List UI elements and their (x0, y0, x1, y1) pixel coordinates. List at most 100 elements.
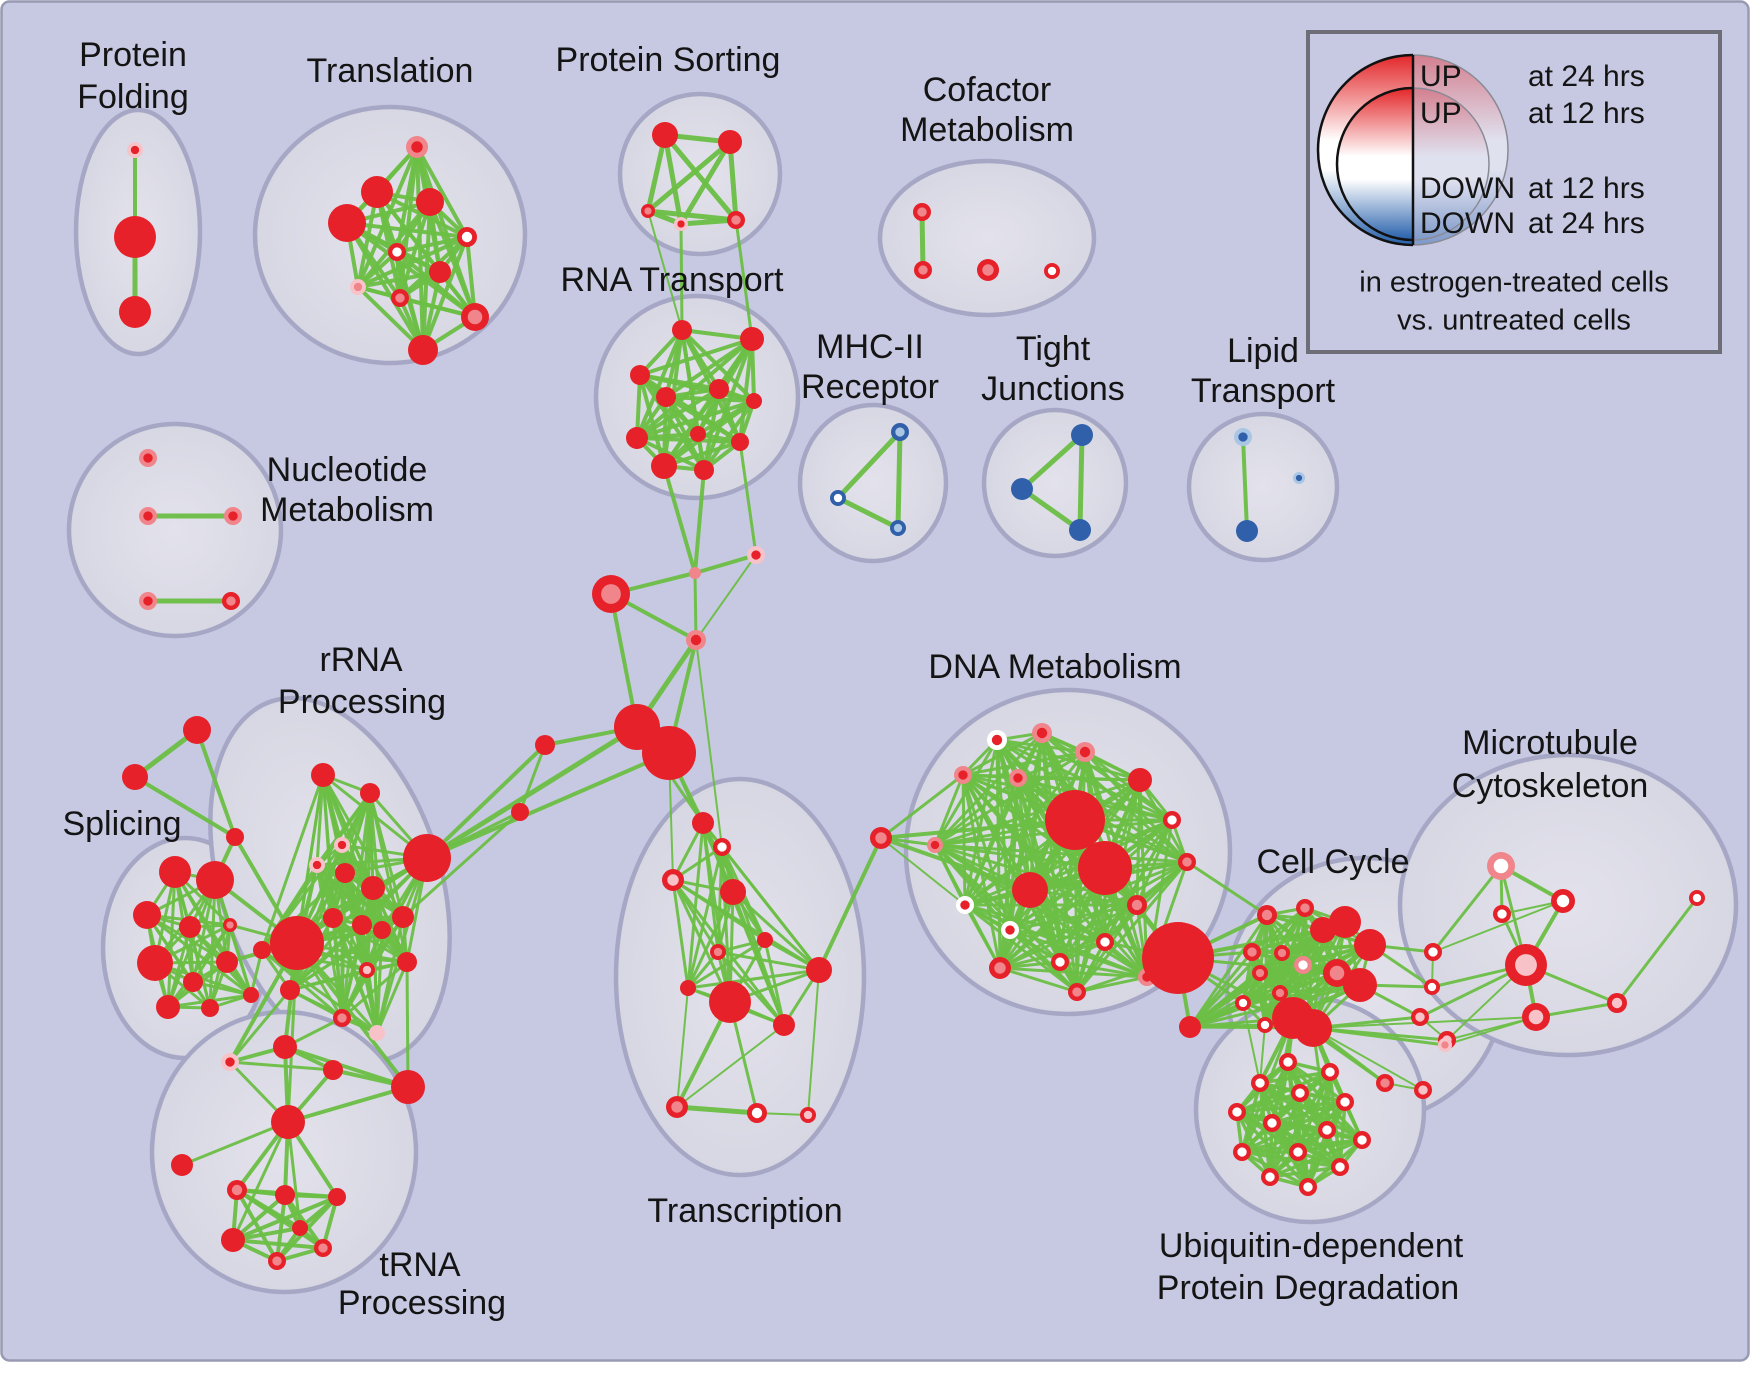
label-trna-processing: Processing (338, 1284, 506, 1322)
node-red (652, 122, 678, 148)
node-red (156, 995, 180, 1019)
edge (1019, 486, 1083, 533)
node-red (651, 453, 677, 479)
edge (365, 968, 379, 1035)
label-ubiquitin-degradation: Protein Degradation (1157, 1269, 1459, 1307)
node-core-white (1232, 1107, 1242, 1117)
node-core-white (1325, 1067, 1335, 1077)
edge (662, 132, 684, 227)
cluster-labels: Protein Folding Translation Protein Sorting… (62, 36, 1648, 1322)
node-blue (1069, 519, 1091, 541)
node-core-white (1493, 858, 1509, 874)
node-red (137, 945, 173, 981)
edge (1016, 776, 1142, 782)
node-core-pink (1261, 909, 1273, 921)
edge (356, 145, 419, 289)
node-core-white (1692, 893, 1702, 903)
edge (961, 731, 1044, 777)
node-red (642, 726, 696, 780)
edge (1008, 903, 1139, 932)
label-mhc-ii-receptor: Receptor (801, 368, 939, 406)
node-red (1012, 872, 1048, 908)
edge (695, 554, 757, 641)
node-red (1045, 790, 1105, 850)
node-core-red (143, 511, 153, 521)
label-tight-junctions: Junctions (981, 370, 1125, 408)
edge (231, 1120, 290, 1242)
node-red (692, 812, 714, 834)
node-core-pink (918, 265, 928, 275)
node-core-pink (1380, 1078, 1390, 1088)
edge (1075, 860, 1189, 994)
node-red (397, 952, 417, 972)
node-red (403, 834, 451, 882)
edge (895, 429, 903, 531)
label-lipid-transport: Transport (1191, 372, 1336, 410)
edge (716, 938, 767, 954)
label-lipid-transport: Lipid (1227, 332, 1299, 370)
edge (1016, 750, 1087, 780)
edge (1432, 900, 1564, 953)
node-core-white (392, 247, 402, 257)
label-transcription: Transcription (647, 1192, 842, 1230)
edge (680, 328, 756, 403)
legend-time-3: at 24 hrs (1528, 207, 1645, 240)
node-core-red (312, 860, 322, 870)
node-lightpink (369, 1025, 385, 1041)
node-core-pink (713, 947, 723, 957)
node-core-pink (644, 207, 652, 215)
edge (425, 751, 671, 860)
edge (428, 200, 477, 319)
label-microtubule-cytoskeleton: Cytoskeleton (1452, 767, 1649, 805)
edge (275, 1193, 287, 1263)
node-core-white (461, 231, 473, 243)
edge (133, 775, 237, 839)
edge (1188, 913, 1269, 1029)
legend-outer-left-arc (1316, 53, 1414, 247)
edge (166, 923, 232, 1009)
edge (1240, 1150, 1342, 1169)
legend-direction-2: DOWN (1420, 172, 1515, 205)
edge (415, 145, 469, 239)
edge (933, 776, 1020, 847)
node-core-red (1005, 925, 1015, 935)
node-core-red (1079, 746, 1091, 758)
edge (998, 903, 1139, 970)
node-core-white (1265, 1172, 1275, 1182)
edge (1240, 1128, 1329, 1154)
edge (425, 743, 547, 860)
legend-direction-1: UP (1420, 97, 1462, 130)
edge (727, 139, 739, 223)
edge (933, 731, 1044, 847)
edge (671, 878, 732, 1004)
node-red (221, 1228, 245, 1252)
node-red (352, 915, 372, 935)
edge (356, 270, 442, 289)
edge (1311, 1026, 1447, 1047)
edge (228, 988, 292, 1064)
node-core-lightblue (893, 523, 903, 533)
edge (702, 337, 754, 472)
node-core-white (1283, 1057, 1293, 1067)
node-core-lightpink (1515, 954, 1537, 976)
edge (1312, 1027, 1424, 1091)
edge (807, 969, 820, 1116)
node-red (1142, 922, 1214, 994)
edge (1241, 435, 1249, 533)
edge (1188, 906, 1307, 1029)
node-red (740, 327, 764, 351)
node-red (183, 972, 203, 992)
edge (331, 916, 369, 972)
node-core-pink (1329, 965, 1345, 981)
edge (1008, 860, 1189, 932)
node-red (1329, 906, 1361, 938)
label-protein-folding: Folding (77, 78, 189, 116)
edge (835, 429, 903, 501)
legend-time-1: at 12 hrs (1528, 97, 1645, 130)
node-pink (689, 567, 701, 579)
label-microtubule-cytoskeleton: Microtubule (1462, 724, 1638, 762)
node-red (323, 908, 343, 928)
edge (356, 285, 425, 352)
node-core-pink (982, 264, 994, 276)
edge (1019, 432, 1085, 492)
